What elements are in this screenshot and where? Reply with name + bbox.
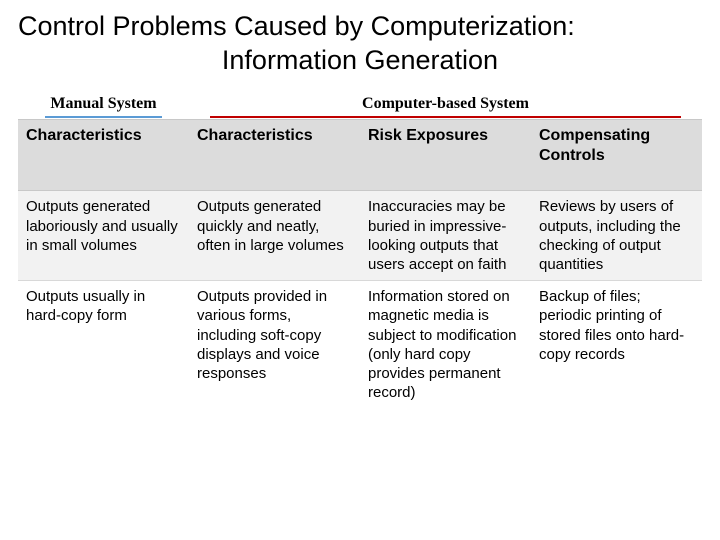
sub-header-row: Manual System Computer-based System [18, 92, 702, 116]
col-header: Risk Exposures [360, 119, 531, 191]
rule-manual-wrap [18, 116, 189, 119]
comparison-table: Characteristics Characteristics Risk Exp… [18, 119, 702, 409]
title-line-1: Control Problems Caused by Computerizati… [18, 11, 575, 41]
sub-header-computer: Computer-based System [189, 92, 702, 116]
sub-header-manual: Manual System [18, 92, 189, 116]
table-cell: Reviews by users of outputs, including t… [531, 191, 702, 281]
table-cell: Outputs generated laboriously and usuall… [18, 191, 189, 281]
rule-computer [210, 116, 682, 118]
table-cell: Inaccuracies may be buried in impressive… [360, 191, 531, 281]
col-header: Characteristics [189, 119, 360, 191]
rule-manual [45, 116, 161, 118]
col-header: Compensating Controls [531, 119, 702, 191]
table-header-row: Characteristics Characteristics Risk Exp… [18, 119, 702, 191]
divider-rules [18, 116, 702, 119]
table-cell: Outputs usually in hard-copy form [18, 281, 189, 409]
table-cell: Backup of files; periodic printing of st… [531, 281, 702, 409]
table-cell: Outputs generated quickly and neatly, of… [189, 191, 360, 281]
title-line-2: Information Generation [18, 44, 702, 78]
table-cell: Outputs provided in various forms, inclu… [189, 281, 360, 409]
table-row: Outputs usually in hard-copy form Output… [18, 281, 702, 409]
table-row: Outputs generated laboriously and usuall… [18, 191, 702, 281]
table-cell: Information stored on magnetic media is … [360, 281, 531, 409]
rule-computer-wrap [189, 116, 702, 119]
col-header: Characteristics [18, 119, 189, 191]
page-title: Control Problems Caused by Computerizati… [18, 10, 702, 78]
